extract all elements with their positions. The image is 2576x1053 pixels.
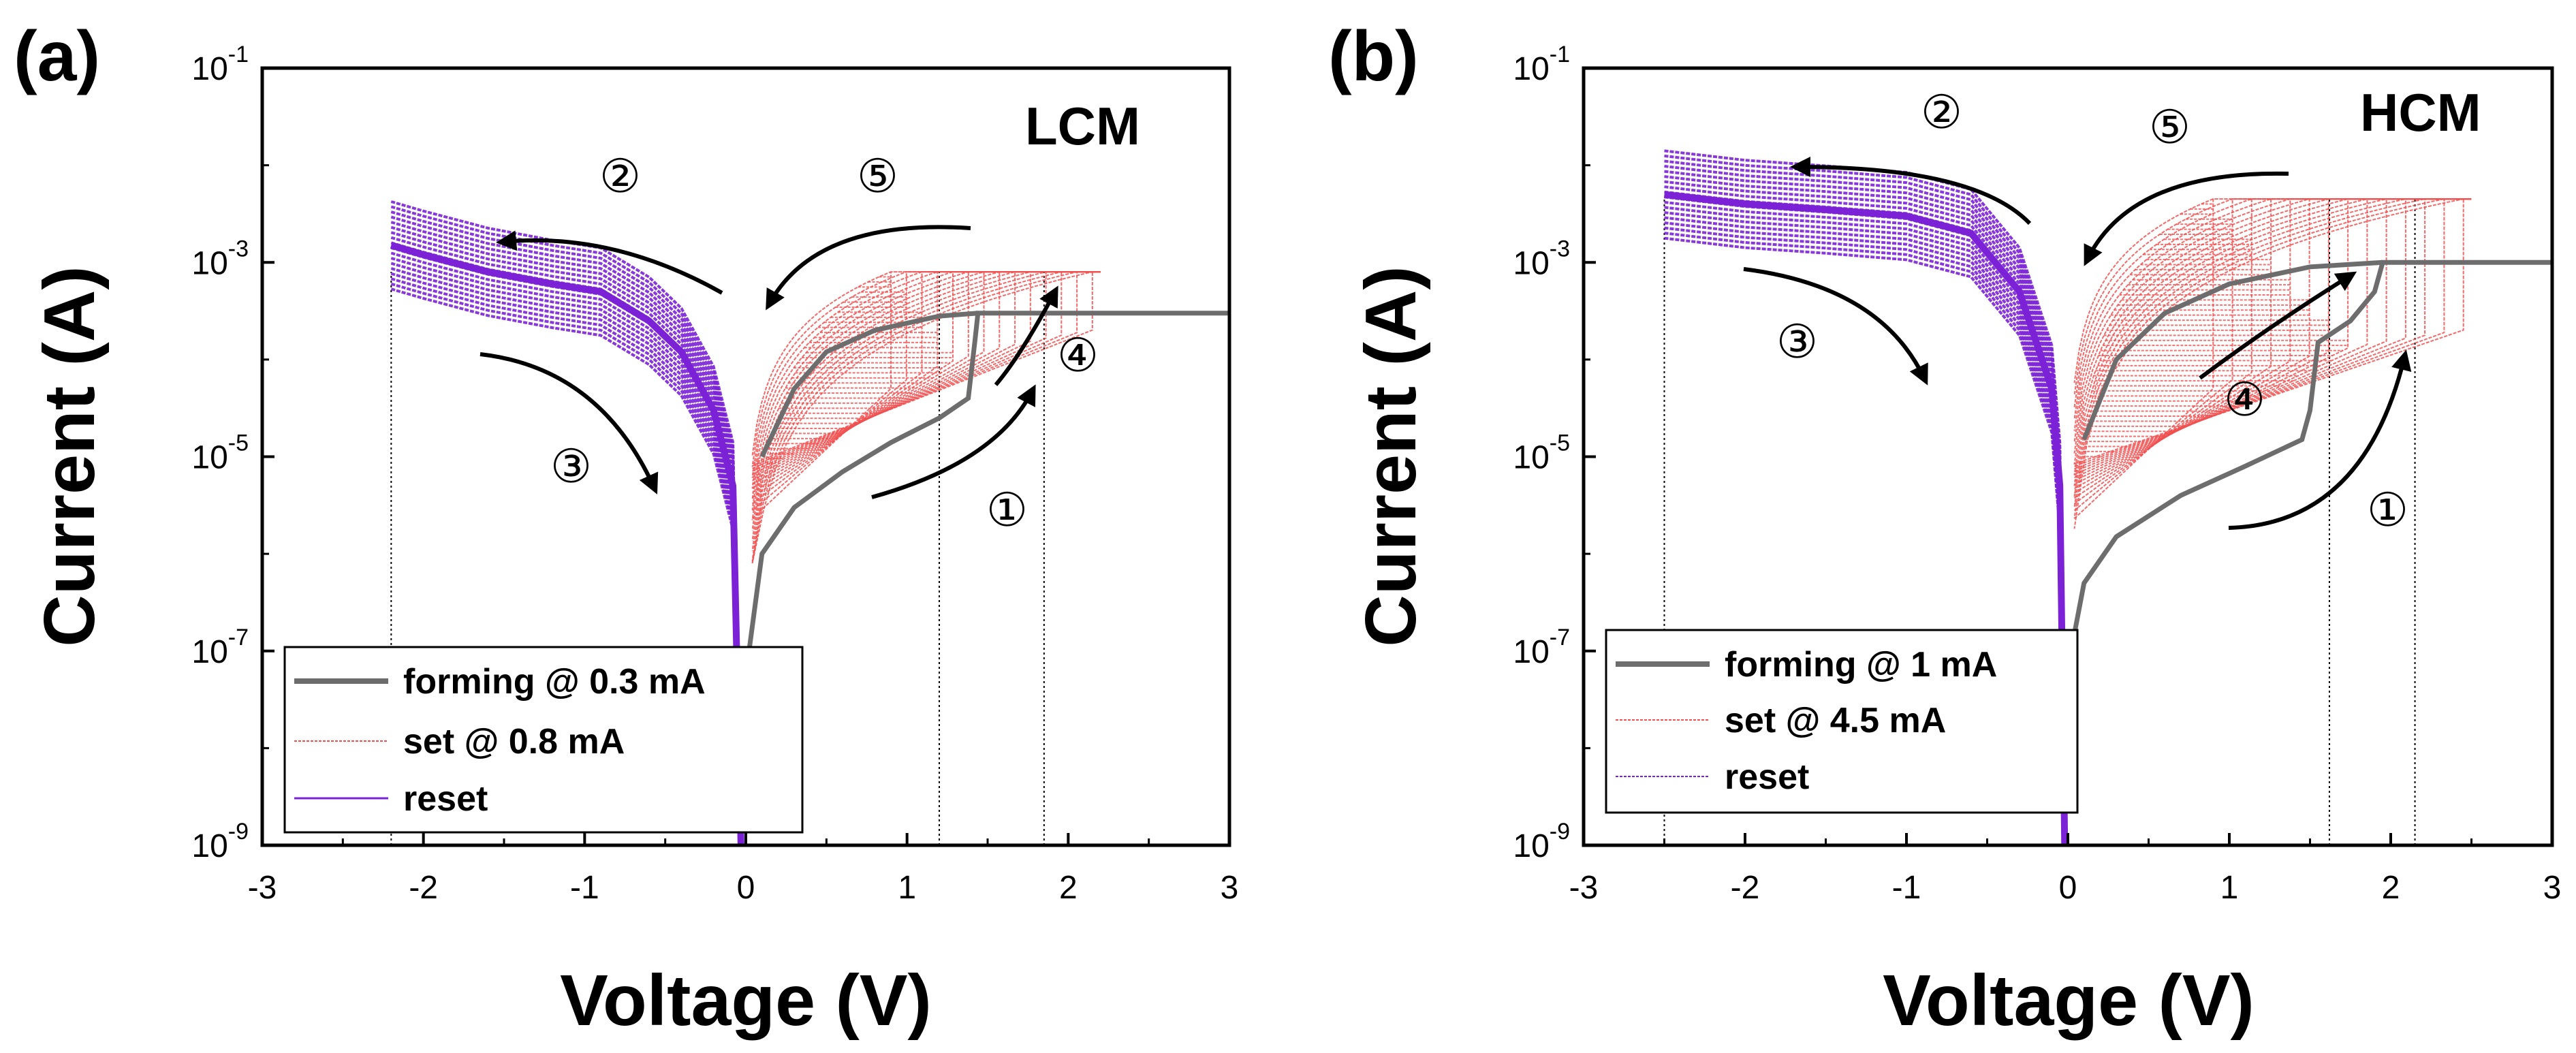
panel-b: (b) -3 -2 -1 0 1 2 3 10-9 10-7 10-5 10-3 10-1 Volt… (1328, 17, 2561, 1041)
arrow-4-a (994, 285, 1058, 386)
panel-a-x-axis-title: Voltage (V) (560, 960, 932, 1041)
panel-b-legend-set: set @ 4.5 mA (1725, 701, 1946, 740)
panel-a-arrows (480, 225, 1058, 499)
panel-b-inset-label: HCM (2360, 82, 2481, 142)
x-tick-label: 1 (2220, 870, 2239, 906)
arrow-3-b (1743, 267, 1928, 386)
x-tick-label: 0 (2059, 870, 2077, 906)
reset-curve (1664, 149, 2067, 846)
panel-b-y-ticks: 10-9 10-7 10-5 10-3 10-1 (1513, 42, 1596, 864)
panel-a-legend-set: set @ 0.8 mA (403, 722, 625, 761)
panel-a: (a) -3 -2 -1 0 1 2 3 10-9 10-7 10-5 10-3 10-1 Volt… (14, 17, 1238, 1041)
panel-a-reset-curves (390, 200, 744, 846)
x-tick-label: 3 (1221, 870, 1239, 906)
panel-a-forming-curves (747, 311, 1229, 652)
panel-a-marker-3: ③ (550, 440, 592, 494)
panel-a-set-curves (751, 271, 1101, 564)
set-curve (2073, 198, 2472, 520)
set-curve (751, 271, 1101, 564)
forming-curve (759, 311, 979, 458)
panel-a-marker-2: ② (599, 150, 641, 204)
y-tick-label: 10-5 (191, 430, 249, 476)
reset-curve-main (390, 242, 744, 846)
panel-b-y-axis-title: Current (A) (1351, 266, 1431, 646)
y-tick-label: 10-3 (191, 236, 249, 281)
panel-a-y-ticks: 10-9 10-7 10-5 10-3 10-1 (191, 42, 274, 864)
panel-b-marker-4: ④ (2224, 373, 2265, 427)
x-tick-label: 0 (737, 870, 755, 906)
reset-curve (390, 200, 742, 846)
set-curve (2073, 198, 2472, 486)
x-tick-label: -2 (409, 870, 438, 906)
panel-b-legend: forming @ 1 mA set @ 4.5 mA reset (1605, 629, 2079, 814)
panel-b-legend-reset: reset (1725, 757, 1809, 797)
panel-b-label: (b) (1328, 17, 1419, 96)
panel-b-marker-5: ⑤ (2149, 101, 2190, 155)
panel-a-label: (a) (14, 17, 100, 96)
arrow-3-a (480, 352, 659, 494)
panel-a-marker-4: ④ (1057, 329, 1099, 383)
panel-a-x-ticks: -3 -2 -1 0 1 2 3 (248, 833, 1239, 906)
arrow-2-b (1790, 157, 2032, 225)
panel-b-x-axis-title: Voltage (V) (1883, 960, 2255, 1041)
set-curve (2073, 198, 2472, 499)
arrow-4-b (2199, 271, 2357, 380)
panel-a-inset-label: LCM (1025, 96, 1140, 156)
panel-b-set-curves (2073, 198, 2472, 529)
panel-b-x-ticks: -3 -2 -1 0 1 2 3 (1569, 833, 2562, 906)
y-tick-label: 10-7 (191, 625, 249, 670)
panel-a-y-axis-title: Current (A) (29, 266, 110, 646)
panel-a-marker-1: ① (986, 484, 1028, 537)
y-tick-label: 10-3 (1513, 236, 1570, 281)
x-tick-label: -3 (1569, 870, 1599, 906)
y-tick-label: 10-5 (1513, 430, 1570, 476)
y-tick-label: 10-1 (1513, 42, 1570, 87)
x-tick-label: -1 (1892, 870, 1921, 906)
arrow-5-b (2084, 171, 2289, 266)
set-curve (2073, 198, 2472, 529)
panel-a-marker-5: ⑤ (857, 150, 898, 204)
y-tick-label: 10-9 (191, 819, 249, 864)
panel-b-reset-curves (1663, 149, 2069, 846)
panel-a-legend-reset: reset (403, 779, 488, 819)
arrow-5-a (766, 225, 971, 311)
panel-a-legend: forming @ 0.3 mA set @ 0.8 mA reset (283, 646, 804, 834)
panel-a-legend-box (283, 646, 804, 834)
x-tick-label: 3 (2543, 870, 2562, 906)
reset-curve-main (1663, 191, 2069, 846)
panel-b-marker-3: ③ (1776, 315, 1818, 369)
forming-curve (747, 311, 1229, 652)
x-tick-label: -1 (570, 870, 599, 906)
arrow-1-b (2228, 349, 2412, 530)
panel-b-arrows (1743, 157, 2412, 530)
panel-a-legend-forming: forming @ 0.3 mA (403, 662, 706, 702)
set-curve (2073, 198, 2472, 505)
arrow-2-a (496, 230, 723, 295)
y-tick-label: 10-1 (191, 42, 249, 87)
x-tick-label: -2 (1731, 870, 1760, 906)
x-tick-label: -3 (248, 870, 277, 906)
x-tick-label: 2 (2382, 870, 2400, 906)
panel-b-marker-2: ② (1921, 86, 1962, 140)
x-tick-label: 1 (898, 870, 916, 906)
panel-b-forming-curves (2069, 260, 2552, 652)
set-curve (2073, 198, 2472, 518)
x-tick-label: 2 (1059, 870, 1078, 906)
panel-b-marker-1: ① (2367, 484, 2408, 537)
panel-b-legend-box (1605, 629, 2079, 814)
y-tick-label: 10-7 (1513, 625, 1570, 670)
arrow-1-a (871, 384, 1036, 499)
forming-curve (2082, 260, 2383, 441)
panel-b-legend-forming: forming @ 1 mA (1725, 645, 1997, 685)
y-tick-label: 10-9 (1513, 819, 1570, 864)
